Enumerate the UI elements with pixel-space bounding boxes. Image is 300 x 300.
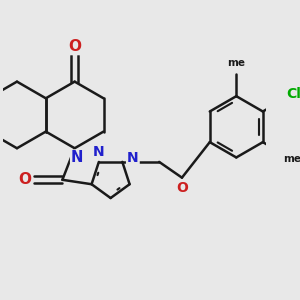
Text: Cl: Cl [286, 86, 300, 100]
Text: N: N [127, 152, 139, 165]
Text: O: O [18, 172, 31, 187]
Text: me: me [227, 58, 245, 68]
Text: me: me [283, 154, 300, 164]
Text: N: N [71, 150, 83, 165]
Text: N: N [93, 145, 105, 159]
Text: O: O [176, 181, 188, 195]
Text: O: O [68, 39, 81, 54]
